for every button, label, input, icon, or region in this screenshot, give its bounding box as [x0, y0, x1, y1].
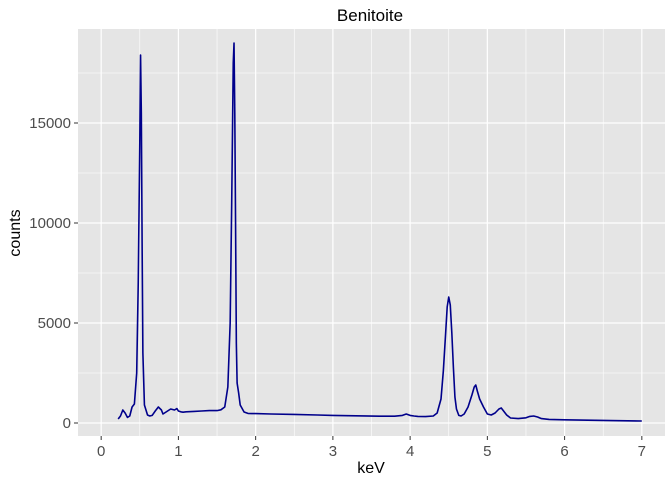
y-axis-ticks: 0 5000 10000 15000: [29, 115, 78, 432]
x-tick-label: 0: [97, 443, 105, 460]
x-tick-label: 6: [560, 443, 568, 460]
x-tick-label: 2: [251, 443, 259, 460]
x-axis-ticks: 0 1 2 3 4 5 6 7: [97, 436, 646, 460]
spectrum-series-line: [117, 42, 642, 422]
y-tick-label: 15000: [29, 115, 71, 132]
y-tick-label: 5000: [38, 315, 71, 332]
major-gridlines: [78, 29, 665, 436]
minor-gridlines: [78, 29, 665, 436]
x-tick-label: 7: [638, 443, 646, 460]
x-tick-label: 1: [174, 443, 182, 460]
x-tick-label: 5: [483, 443, 491, 460]
chart-title: Benitoite: [337, 6, 403, 25]
x-tick-label: 4: [406, 443, 414, 460]
x-tick-label: 3: [329, 443, 337, 460]
x-axis-title: keV: [357, 460, 385, 477]
y-tick-label: 0: [63, 415, 71, 432]
y-tick-label: 10000: [29, 215, 71, 232]
y-axis-title: counts: [7, 209, 24, 256]
